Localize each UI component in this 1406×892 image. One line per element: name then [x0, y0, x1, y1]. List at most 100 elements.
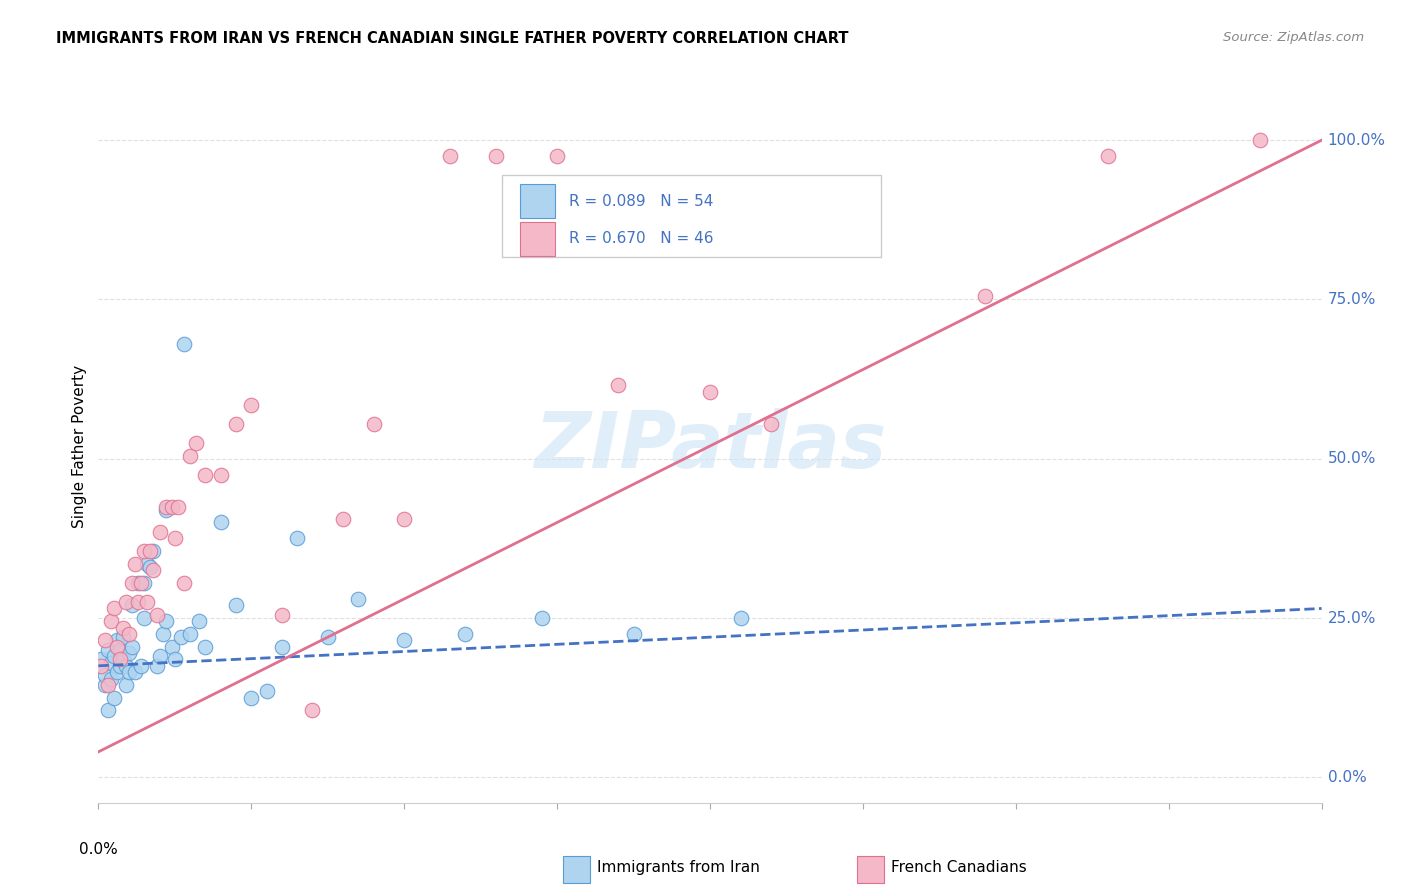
Point: [347, 591, 370, 606]
Point: [105, 633, 128, 648]
Point: [454, 627, 477, 641]
Point: [103, 690, 125, 705]
Point: [93, 633, 115, 648]
Point: [392, 512, 416, 526]
Point: [209, 516, 232, 530]
Point: [699, 384, 721, 399]
Point: [485, 149, 508, 163]
Point: [127, 576, 149, 591]
Point: [270, 607, 292, 622]
Point: [194, 467, 217, 482]
FancyBboxPatch shape: [856, 855, 884, 883]
Point: [332, 512, 354, 526]
Point: [363, 417, 385, 431]
Point: [134, 544, 156, 558]
Point: [225, 417, 247, 431]
Point: [316, 630, 339, 644]
Point: [111, 621, 134, 635]
Point: [124, 557, 146, 571]
Point: [270, 640, 292, 654]
Point: [100, 672, 122, 686]
Point: [105, 665, 128, 680]
Point: [163, 532, 186, 546]
Text: R = 0.670   N = 46: R = 0.670 N = 46: [569, 231, 714, 246]
Point: [1249, 133, 1271, 147]
Point: [90, 652, 112, 666]
Point: [759, 417, 782, 431]
Point: [173, 337, 195, 351]
Point: [127, 595, 149, 609]
Point: [392, 633, 416, 648]
Point: [108, 652, 131, 666]
Point: [134, 611, 156, 625]
Point: [730, 611, 752, 625]
Point: [129, 576, 152, 591]
Point: [155, 500, 177, 514]
Point: [155, 502, 177, 516]
Text: 0.0%: 0.0%: [79, 842, 118, 857]
Text: Source: ZipAtlas.com: Source: ZipAtlas.com: [1223, 31, 1364, 45]
Point: [179, 449, 201, 463]
Point: [160, 500, 183, 514]
Point: [240, 398, 263, 412]
Point: [115, 678, 138, 692]
FancyBboxPatch shape: [520, 222, 555, 256]
Point: [115, 658, 138, 673]
Text: 100.0%: 100.0%: [1327, 133, 1386, 148]
Point: [108, 643, 131, 657]
Point: [186, 435, 208, 450]
Point: [121, 599, 143, 613]
Point: [111, 630, 134, 644]
Text: 0.0%: 0.0%: [1327, 770, 1367, 785]
Point: [439, 149, 461, 163]
Point: [240, 690, 263, 705]
Point: [209, 467, 232, 482]
Point: [225, 599, 247, 613]
Point: [103, 649, 125, 664]
Text: French Canadians: French Canadians: [891, 860, 1026, 874]
Point: [301, 703, 323, 717]
Point: [155, 614, 177, 628]
Point: [149, 524, 172, 539]
Point: [129, 658, 152, 673]
Point: [118, 665, 141, 680]
Point: [152, 627, 174, 641]
Point: [530, 611, 553, 625]
Text: R = 0.089   N = 54: R = 0.089 N = 54: [569, 194, 714, 209]
Point: [136, 557, 159, 571]
Point: [546, 149, 568, 163]
Point: [607, 378, 630, 392]
Text: 75.0%: 75.0%: [1327, 292, 1376, 307]
FancyBboxPatch shape: [502, 175, 882, 257]
Point: [103, 601, 125, 615]
Point: [623, 627, 645, 641]
Point: [93, 678, 115, 692]
Point: [90, 658, 112, 673]
Point: [142, 563, 165, 577]
Point: [105, 640, 128, 654]
Point: [852, 238, 875, 252]
FancyBboxPatch shape: [564, 855, 591, 883]
Text: Immigrants from Iran: Immigrants from Iran: [598, 860, 761, 874]
Point: [134, 576, 156, 591]
Point: [121, 640, 143, 654]
Point: [163, 652, 186, 666]
Point: [115, 595, 138, 609]
Point: [97, 678, 120, 692]
Point: [188, 614, 211, 628]
Point: [974, 289, 997, 303]
Point: [97, 703, 120, 717]
Point: [100, 656, 122, 670]
Point: [160, 640, 183, 654]
Text: 50.0%: 50.0%: [1327, 451, 1376, 467]
Point: [100, 614, 122, 628]
Point: [121, 576, 143, 591]
Point: [145, 607, 167, 622]
Point: [173, 576, 195, 591]
Point: [97, 643, 120, 657]
Point: [170, 630, 193, 644]
Point: [1097, 149, 1119, 163]
Point: [118, 646, 141, 660]
Point: [139, 560, 162, 574]
Point: [142, 544, 165, 558]
